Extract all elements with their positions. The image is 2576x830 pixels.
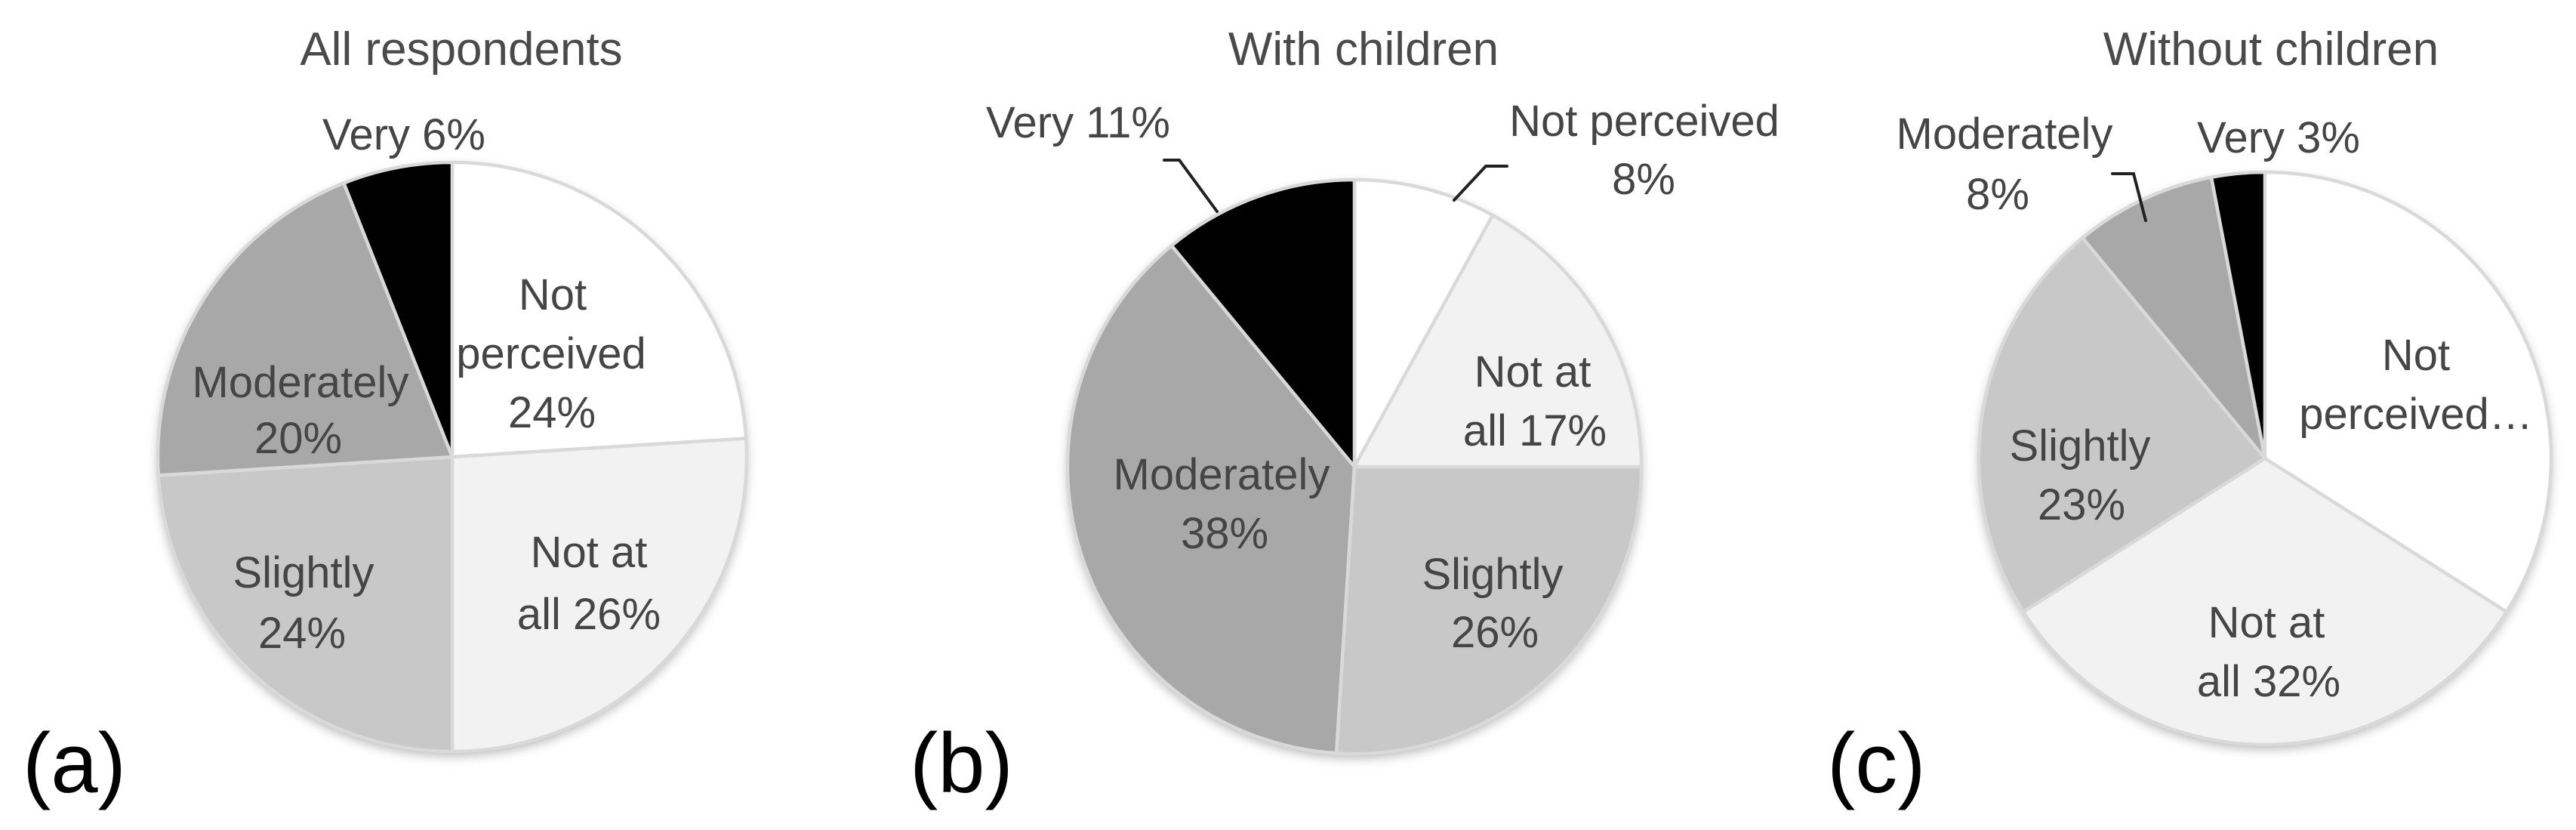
pie-chart-a: Not perceived 24% Not at all 26% Slightly 24% M… [156, 110, 749, 754]
slice-label-very-c: Very 3% [2197, 113, 2360, 162]
pie-slice-not-perceived-a [450, 160, 748, 459]
pie-slice-moderately-a [156, 181, 454, 477]
slice-label-not-at-all-b: Not at all 17% [1463, 347, 1607, 455]
slice-label-not-perceived-b: Not perceived 8% [1509, 97, 1779, 204]
pie-slice-not-perceived-b [1352, 177, 1495, 469]
chart-title-without-children: Without children [2103, 23, 2439, 76]
pie-slice-moderately-b [1065, 243, 1357, 755]
panel-label-a: (a) [23, 716, 126, 810]
pie-chart-b: Not perceived 8% Not at all 17% Slightly 26% M… [986, 97, 1779, 756]
slice-label-moderately-a: Moderately 20% [193, 358, 409, 463]
pie-slice-very-a [342, 160, 454, 459]
chart-title-with-children: With children [1228, 23, 1499, 76]
chart-title-all-respondents: All respondents [300, 23, 623, 76]
slice-label-not-at-all-c: Not at all 32% [2197, 598, 2340, 706]
panel-label-c: (c) [1827, 716, 1926, 810]
slice-label-slightly-b: Slightly 26% [1422, 550, 1564, 657]
panel-label-b: (b) [910, 716, 1013, 810]
pie-slice-very-b [1169, 177, 1357, 469]
slice-label-very-b: Very 11% [986, 98, 1170, 147]
pie-slice-not-at-all-c [2021, 456, 2509, 747]
pie-slice-slightly-b [1334, 464, 1644, 756]
slice-label-slightly-a: Slightly 24% [233, 548, 374, 658]
pie-slice-very-c [2209, 170, 2267, 461]
leader-line-not-perceived-b [1453, 165, 1508, 202]
slice-label-slightly-c: Slightly 23% [2010, 421, 2151, 529]
slice-label-very-a: Very 6% [322, 110, 485, 159]
slice-label-moderately-b: Moderately 38% [1114, 450, 1330, 558]
slice-label-moderately-c: Moderately 8% [1897, 110, 2113, 219]
pie-slice-slightly-a [156, 455, 454, 754]
leader-line-very-b [1163, 159, 1219, 213]
pie-slice-slightly-c [1977, 236, 2267, 614]
pie-slice-not-at-all-b [1352, 213, 1644, 469]
pie-slice-not-at-all-a [450, 437, 749, 754]
leader-line-moderately-c [2111, 172, 2147, 222]
slice-label-not-perceived-a: Not perceived 24% [456, 270, 646, 437]
slice-label-not-perceived-c: Not perceived… [2299, 331, 2532, 439]
pie-slice-moderately-c [2081, 175, 2267, 461]
pie-chart-c: Not perceived… Not at all 32% Slightly 23% Mod… [1897, 110, 2553, 747]
slice-label-not-at-all-a: Not at all 26% [517, 528, 661, 639]
